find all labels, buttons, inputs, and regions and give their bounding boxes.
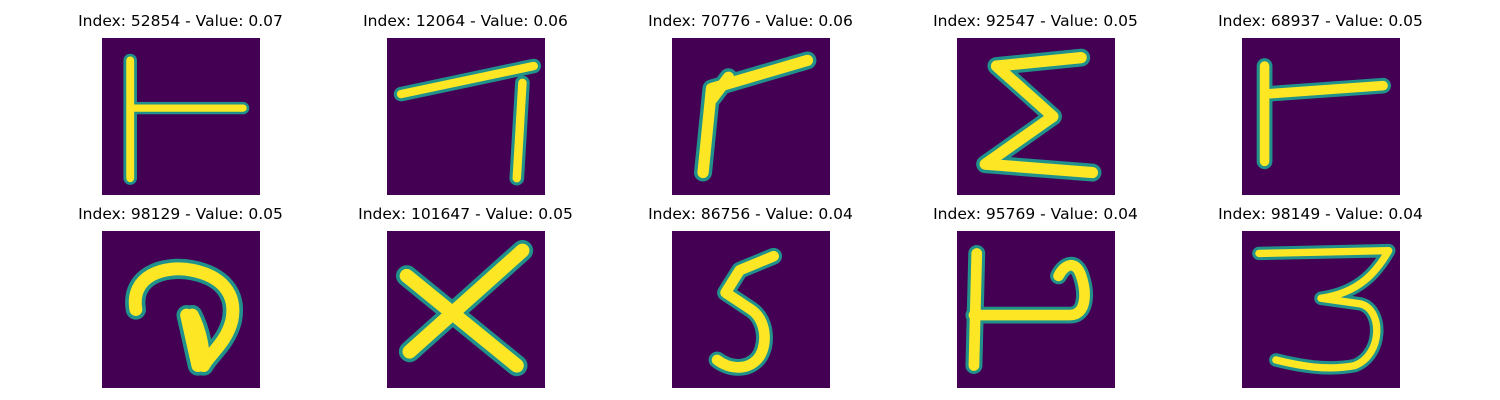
digit-panel: Index: 95769 - Value: 0.04 bbox=[893, 205, 1178, 395]
digit-panel: Index: 101647 - Value: 0.05 bbox=[323, 205, 608, 395]
digit-image bbox=[957, 231, 1115, 388]
digit-panel: Index: 52854 - Value: 0.07 bbox=[38, 12, 323, 202]
panel-title: Index: 98129 - Value: 0.05 bbox=[78, 205, 283, 223]
digit-image bbox=[672, 38, 830, 195]
panel-title: Index: 52854 - Value: 0.07 bbox=[78, 12, 283, 30]
digit-image bbox=[102, 231, 260, 388]
panel-title: Index: 70776 - Value: 0.06 bbox=[648, 12, 853, 30]
digit-panel: Index: 12064 - Value: 0.06 bbox=[323, 12, 608, 202]
panel-title: Index: 12064 - Value: 0.06 bbox=[363, 12, 568, 30]
digit-image bbox=[102, 38, 260, 195]
digit-panel: Index: 92547 - Value: 0.05 bbox=[893, 12, 1178, 202]
digit-image bbox=[957, 38, 1115, 195]
panel-title: Index: 95769 - Value: 0.04 bbox=[933, 205, 1138, 223]
digit-image bbox=[672, 231, 830, 388]
digit-image bbox=[387, 38, 545, 195]
panel-title: Index: 101647 - Value: 0.05 bbox=[358, 205, 573, 223]
digit-panel: Index: 70776 - Value: 0.06 bbox=[608, 12, 893, 202]
digit-panel: Index: 86756 - Value: 0.04 bbox=[608, 205, 893, 395]
panel-title: Index: 68937 - Value: 0.05 bbox=[1218, 12, 1423, 30]
digit-image bbox=[1242, 231, 1400, 388]
digit-image bbox=[1242, 38, 1400, 195]
digit-panel: Index: 68937 - Value: 0.05 bbox=[1178, 12, 1463, 202]
digit-panel: Index: 98149 - Value: 0.04 bbox=[1178, 205, 1463, 395]
panel-title: Index: 92547 - Value: 0.05 bbox=[933, 12, 1138, 30]
digit-panel: Index: 98129 - Value: 0.05 bbox=[38, 205, 323, 395]
digit-image bbox=[387, 231, 545, 388]
panel-title: Index: 86756 - Value: 0.04 bbox=[648, 205, 853, 223]
panel-title: Index: 98149 - Value: 0.04 bbox=[1218, 205, 1423, 223]
